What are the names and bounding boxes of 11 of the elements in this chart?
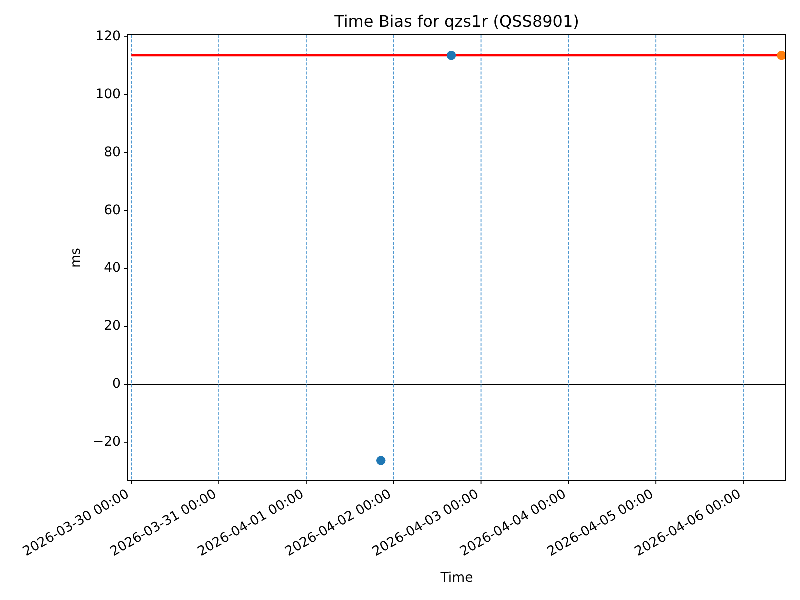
- chart-title: Time Bias for qzs1r (QSS8901): [334, 12, 580, 31]
- y-tick-label: −20: [92, 434, 121, 450]
- y-tick-label: 100: [96, 87, 121, 102]
- x-axis-title: Time: [440, 571, 474, 586]
- y-tick-label: 120: [96, 30, 121, 45]
- y-tick-label: 20: [104, 319, 121, 334]
- y-tick-label: 0: [112, 377, 121, 392]
- y-tick-label: 60: [104, 203, 121, 218]
- y-tick-label: 80: [104, 145, 121, 160]
- y-axis-title: ms: [69, 248, 84, 268]
- y-tick-label: 40: [104, 261, 121, 276]
